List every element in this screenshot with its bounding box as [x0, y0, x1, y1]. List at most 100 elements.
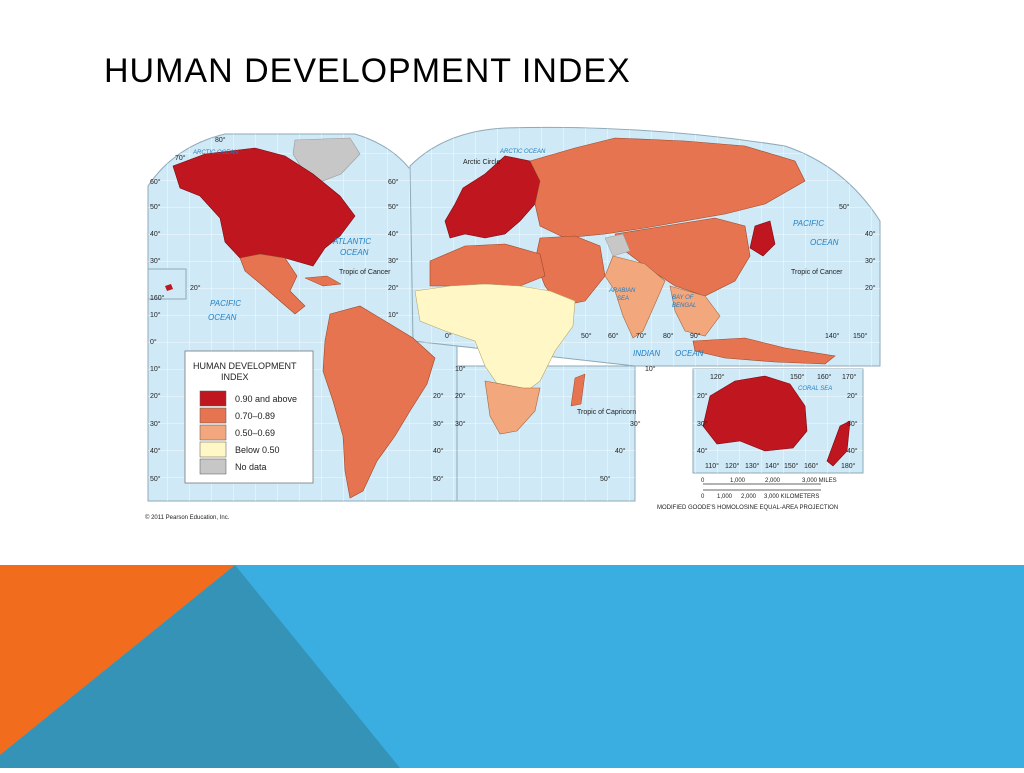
hdi-world-map: ARCTIC OCEAN ARCTIC OCEAN Arctic Circle … [145, 126, 885, 526]
lon-label: 50° [581, 332, 592, 340]
legend-label: 0.50–0.69 [235, 428, 275, 438]
lat-label: 10° [150, 311, 161, 319]
tropic-of-cancer-left-label: Tropic of Cancer [339, 269, 391, 276]
scale-bar: 0 1,000 2,000 3,000 MILES 0 1,000 2,000 … [657, 478, 838, 511]
lat-label: 30° [847, 420, 858, 428]
scale-miles-label: 3,000 MILES [802, 478, 837, 484]
lat-label: 30° [697, 420, 708, 428]
lat-label: 40° [847, 447, 858, 455]
lon-label: 140° [765, 462, 780, 470]
coral-sea-label: CORAL SEA [798, 386, 832, 392]
no-data-asia-region [604, 233, 631, 257]
caribbean-region [304, 275, 342, 287]
scale-km-label: 1,000 [717, 494, 733, 500]
lat-label: 40° [388, 230, 399, 238]
lat-label: 20° [433, 392, 444, 400]
lat-label: 50° [600, 475, 611, 483]
north-africa-region [429, 243, 546, 287]
lat-label: 20° [190, 284, 201, 292]
lat-label: 30° [150, 257, 161, 265]
legend-swatch-high [199, 407, 227, 424]
greenland-region [292, 137, 361, 183]
map-labels: ARCTIC OCEAN ARCTIC OCEAN Arctic Circle … [192, 149, 843, 416]
southern-africa-region [484, 380, 541, 435]
lat-label: 40° [865, 230, 876, 238]
lat-label: 30° [865, 257, 876, 265]
decorative-bottom-band [0, 565, 1024, 768]
lat-label: 10° [388, 311, 399, 319]
legend-swatch-low [199, 441, 227, 458]
legend-label: Below 0.50 [235, 445, 280, 455]
lat-label: 50° [839, 203, 850, 211]
scale-km-label: 3,000 KILOMETERS [764, 494, 819, 500]
lat-label: 70° [175, 154, 186, 162]
scale-miles-label: 0 [701, 478, 705, 484]
lat-label: 50° [150, 475, 161, 483]
pacific-ocean-left-label-1: PACIFIC [210, 299, 241, 308]
lat-label: 50° [150, 203, 161, 211]
legend-title-line-1: HUMAN DEVELOPMENT [193, 361, 297, 371]
lat-label: 30° [150, 420, 161, 428]
copyright-text: © 2011 Pearson Education, Inc. [145, 514, 230, 521]
hawaii-inset-region [165, 284, 173, 291]
slide-title: HUMAN DEVELOPMENT INDEX [104, 52, 631, 90]
europe-region [444, 155, 541, 239]
dark-blue-triangle-shape [0, 565, 400, 768]
lat-label: 40° [697, 447, 708, 455]
indian-ocean-label-1: INDIAN [633, 349, 660, 358]
japan-region [749, 220, 776, 257]
lon-label: 150° [853, 332, 868, 340]
south-asia-region [604, 255, 666, 339]
pacific-ocean-right-label-2: OCEAN [810, 238, 839, 247]
lat-label: 10° [645, 365, 656, 373]
legend-title-line-2: INDEX [221, 372, 249, 382]
lat-label: 40° [150, 230, 161, 238]
lon-label: 160° [150, 294, 165, 302]
lat-label: 20° [388, 284, 399, 292]
atlantic-ocean-label-2: OCEAN [340, 248, 369, 257]
indian-ocean-label-2: OCEAN [675, 349, 704, 358]
scale-miles-label: 2,000 [765, 478, 781, 484]
arctic-ocean-label-right: ARCTIC OCEAN [499, 149, 546, 155]
lat-label: 20° [455, 392, 466, 400]
legend-label: 0.70–0.89 [235, 411, 275, 421]
north-america-region [172, 147, 356, 267]
arabian-sea-label-2: SEA [617, 296, 629, 302]
lon-label: 150° [790, 373, 805, 381]
scale-km-label: 0 [701, 494, 705, 500]
lon-label: 70° [636, 332, 647, 340]
lon-label: 170° [842, 373, 857, 381]
bay-of-bengal-label-1: BAY OF [672, 295, 694, 301]
indonesia-region [692, 337, 836, 365]
legend-label: No data [235, 462, 267, 472]
atlantic-ocean-label-1: ATLANTIC [332, 237, 371, 246]
lat-label: 80° [215, 136, 226, 144]
lat-label: 30° [455, 420, 466, 428]
graticule-labels: 80° 70° 60° 50° 40° 30° 20° 10° 0° 10° 2… [150, 136, 876, 483]
lon-label: 120° [710, 373, 725, 381]
lon-label: 80° [663, 332, 674, 340]
new-zealand-region [826, 420, 851, 467]
scale-miles-label: 1,000 [730, 478, 746, 484]
lat-label: 10° [455, 365, 466, 373]
lon-label: 60° [608, 332, 619, 340]
lon-label: 160° [817, 373, 832, 381]
legend-swatch-medium [199, 424, 227, 441]
southeast-asia-region [669, 285, 721, 337]
lat-label: 30° [433, 420, 444, 428]
east-asia-region [614, 217, 751, 297]
lon-label: 0° [445, 332, 452, 340]
lat-label: 50° [388, 203, 399, 211]
lon-label: 150° [784, 462, 799, 470]
legend-swatch-very-high [199, 390, 227, 407]
tropic-of-cancer-right-label: Tropic of Cancer [791, 269, 843, 276]
lat-label: 40° [150, 447, 161, 455]
lon-label: 90° [690, 332, 701, 340]
scale-km-label: 2,000 [741, 494, 757, 500]
hdi-legend: HUMAN DEVELOPMENT INDEX 0.90 and above 0… [184, 350, 314, 484]
legend-label: 0.90 and above [235, 394, 297, 404]
lat-label: 10° [150, 365, 161, 373]
lon-label: 110° [705, 462, 719, 470]
lat-label: 40° [615, 447, 626, 455]
mexico-central-america-region [239, 253, 306, 315]
